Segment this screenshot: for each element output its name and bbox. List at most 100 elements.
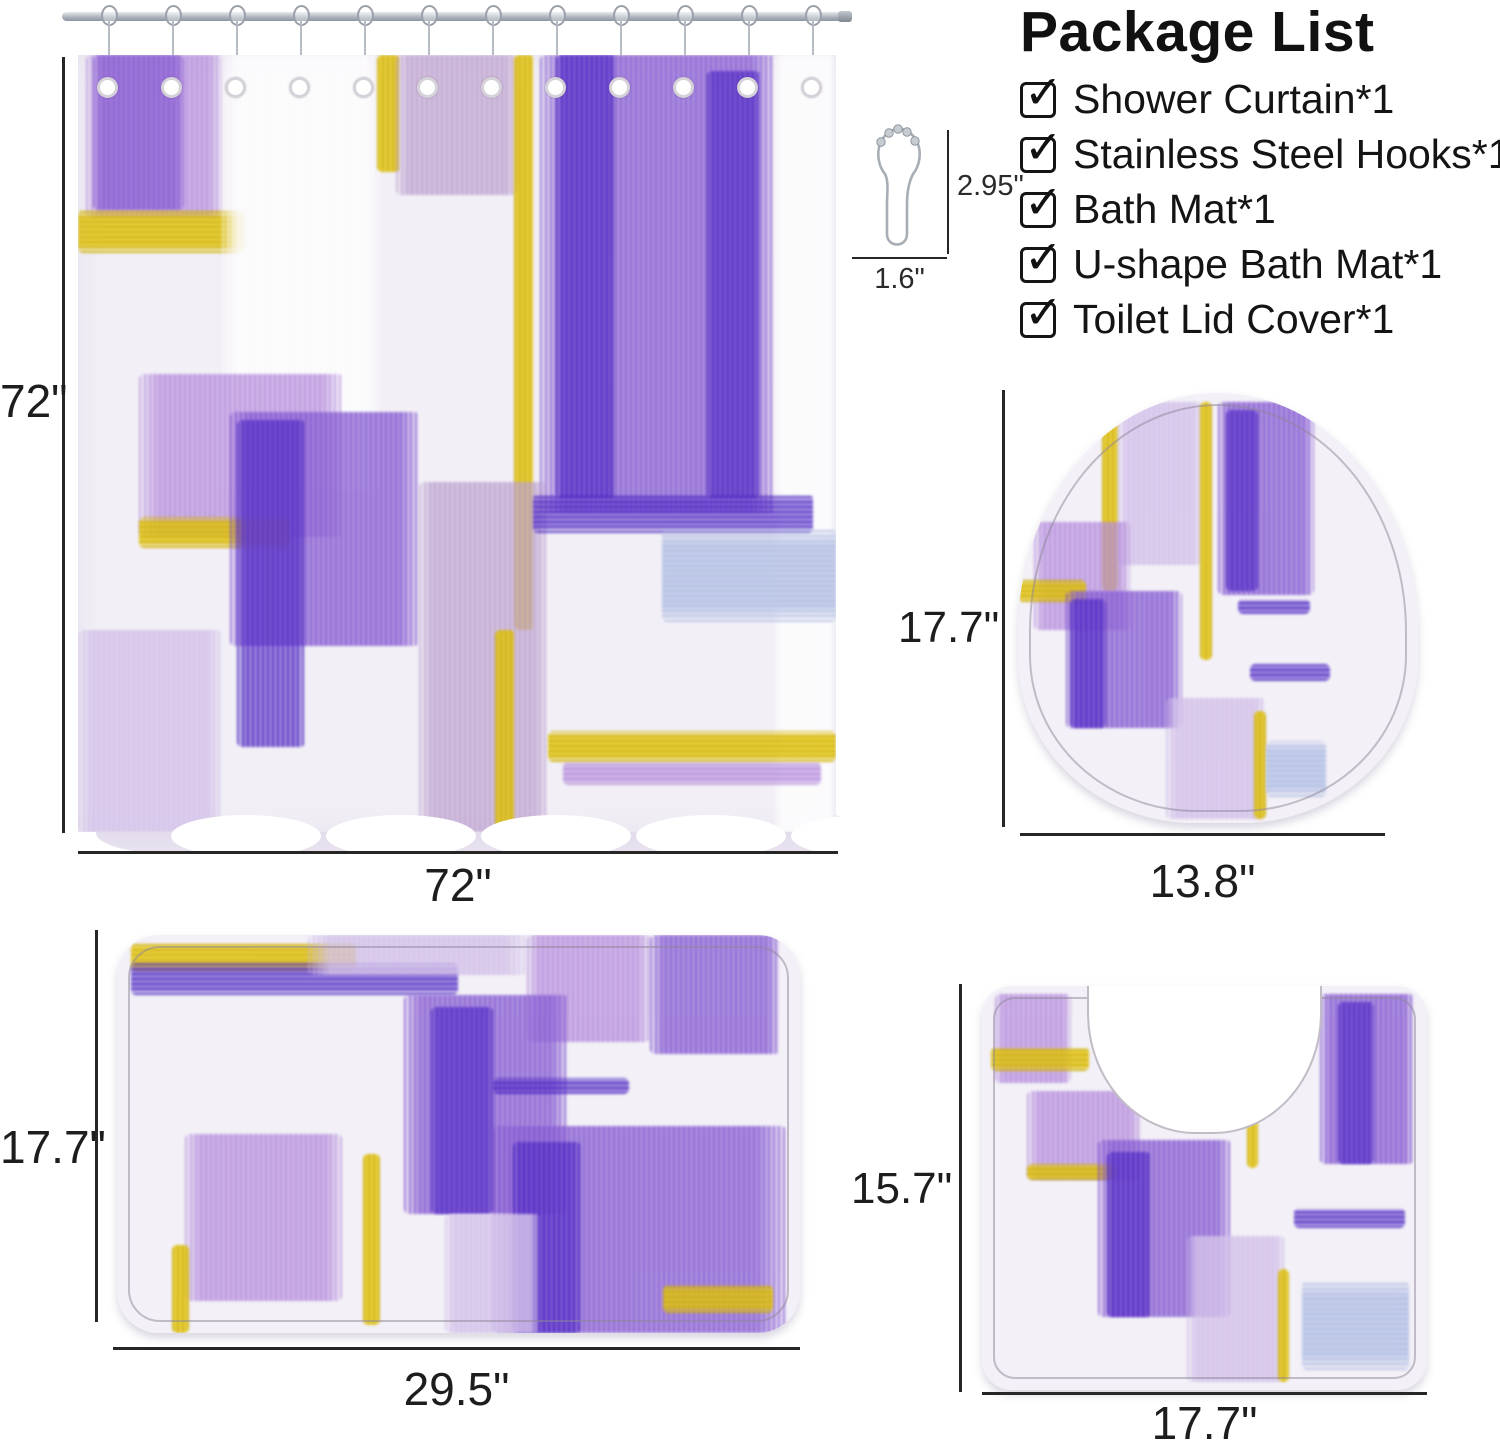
package-list-item: ✓ Toilet Lid Cover*1 — [1020, 289, 1498, 347]
brush-stroke — [1266, 741, 1326, 798]
u-mat-height-dimension-line — [959, 984, 962, 1392]
curtain-height-label: 72" — [0, 375, 68, 427]
brush-stroke — [492, 1078, 630, 1095]
brush-stroke — [1246, 1087, 1258, 1168]
curtain-height-dimension-line — [62, 57, 65, 833]
brush-stroke — [532, 494, 814, 533]
package-list-item: ✓ U-shape Bath Mat*1 — [1020, 234, 1498, 292]
check-glyph: ✓ — [1024, 175, 1063, 228]
curtain-wave-cut — [636, 815, 786, 857]
brush-stroke — [663, 1285, 773, 1314]
check-glyph: ✓ — [1024, 65, 1063, 118]
package-list-item: ✓ Bath Mat*1 — [1020, 175, 1498, 237]
hook-height-dimension-line — [947, 130, 949, 254]
brush-stroke — [78, 629, 223, 832]
brush-stroke — [661, 528, 836, 623]
shower-hook — [164, 3, 182, 89]
shower-hook — [484, 3, 502, 89]
curtain-fabric — [78, 55, 836, 832]
shower-hook — [740, 3, 758, 89]
curtain-wave-cut — [791, 815, 941, 857]
brush-stroke — [494, 629, 515, 832]
lid-width-dimension-line — [1020, 833, 1385, 836]
brush-stroke — [563, 762, 821, 786]
brush-stroke — [362, 1153, 380, 1326]
brush-stroke — [555, 55, 617, 498]
lid-height-label: 17.7" — [898, 603, 1000, 652]
u-mat-width-label: 17.7" — [1151, 1397, 1258, 1449]
brush-stroke — [1238, 599, 1310, 615]
brush-stroke — [1277, 1268, 1290, 1382]
brush-stroke — [1254, 711, 1266, 819]
hook-wire-outline — [877, 127, 921, 246]
brush-stroke — [1070, 599, 1106, 729]
grommet — [737, 77, 758, 98]
checkbox-icon: ✓ — [1020, 69, 1063, 118]
check-glyph: ✓ — [1024, 120, 1063, 173]
check-glyph: ✓ — [1024, 230, 1063, 283]
grommet — [97, 77, 118, 98]
brush-stroke — [419, 482, 548, 832]
brush-stroke — [1026, 1163, 1116, 1180]
curtain-width-label: 72" — [424, 859, 492, 911]
shower-hook — [676, 3, 694, 89]
curtain-rod — [62, 11, 852, 22]
brush-stroke — [1226, 410, 1258, 591]
grommet — [353, 77, 374, 98]
brush-stroke — [1250, 663, 1330, 682]
brush-stroke — [1338, 1002, 1374, 1164]
bath-mat-width-dimension-line — [113, 1347, 800, 1350]
grommet — [673, 77, 694, 98]
shower-hook — [292, 3, 310, 89]
grommet — [481, 77, 502, 98]
grommet — [609, 77, 630, 98]
lid-height-dimension-line — [1002, 390, 1005, 827]
brush-stroke — [185, 1134, 343, 1302]
brush-stroke — [1118, 401, 1202, 565]
lid-width-label: 13.8" — [1149, 855, 1256, 907]
grommet — [545, 77, 566, 98]
curtain-wave-cut — [481, 815, 631, 857]
curtain-wave-cut — [326, 815, 476, 857]
shower-hook — [612, 3, 630, 89]
hook-diagram-icon — [876, 124, 921, 246]
checkbox-icon: ✓ — [1020, 234, 1063, 283]
brush-stroke — [171, 1245, 189, 1333]
grommet — [801, 77, 822, 98]
brush-stroke — [377, 55, 401, 172]
grommet — [161, 77, 182, 98]
u-mat-height-label: 15.7" — [851, 1164, 953, 1213]
curtain-wave-cut — [171, 815, 321, 857]
package-item-label: U-shape Bath Mat*1 — [1073, 241, 1443, 287]
package-item-label: Bath Mat*1 — [1073, 186, 1276, 232]
hook-width-dimension-line — [852, 257, 947, 259]
checkbox-icon: ✓ — [1020, 289, 1063, 338]
brush-stroke — [431, 1006, 493, 1214]
toilet-lid-cover-image — [1018, 393, 1418, 823]
grommet — [225, 77, 246, 98]
brush-stroke — [775, 55, 836, 832]
bath-mat-artwork — [117, 935, 800, 1333]
shower-hook — [804, 3, 822, 89]
check-glyph: ✓ — [1024, 285, 1063, 338]
brush-stroke — [547, 730, 836, 763]
brush-stroke — [707, 70, 761, 498]
shower-hook — [228, 3, 246, 89]
package-list-item: ✓ Shower Curtain*1 — [1020, 69, 1498, 127]
brush-stroke — [396, 55, 518, 195]
brush-stroke — [444, 1213, 541, 1333]
grommet — [417, 77, 438, 98]
bath-mat-height-label: 17.7" — [0, 1121, 106, 1173]
u-mat-artwork — [982, 986, 1427, 1390]
shower-hook — [100, 3, 118, 89]
brush-stroke — [649, 935, 780, 1055]
brush-stroke — [990, 1046, 1089, 1071]
package-item-label: Stainless Steel Hooks*12 — [1073, 131, 1500, 177]
brush-stroke — [1200, 401, 1212, 660]
package-list: Package List ✓ Shower Curtain*1 ✓ Stainl… — [1020, 0, 1500, 347]
bath-mat-height-dimension-line — [95, 930, 98, 1322]
hook-beads — [876, 124, 920, 147]
shower-hook — [548, 3, 566, 89]
lid-artwork — [1018, 393, 1418, 823]
bath-mat-width-label: 29.5" — [403, 1363, 510, 1415]
